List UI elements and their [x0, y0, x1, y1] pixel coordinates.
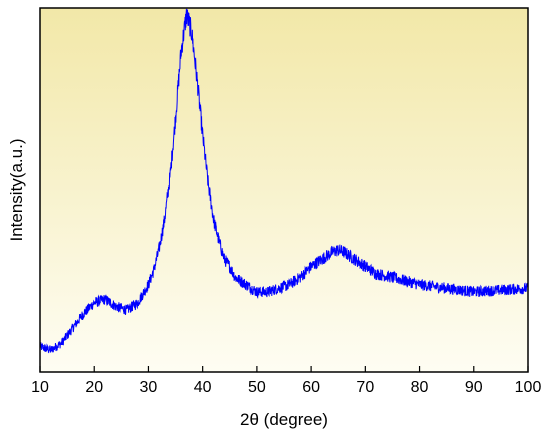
x-axis-ticks: 10 20 30 40 50 60 70 80 90 100 [31, 366, 541, 396]
x-tick-label: 10 [31, 379, 49, 396]
y-axis-label: Intensity(a.u.) [7, 139, 26, 242]
x-tick-label: 80 [411, 379, 429, 396]
x-tick-label: 50 [248, 379, 266, 396]
x-tick-label: 70 [356, 379, 374, 396]
x-tick-label: 40 [194, 379, 212, 396]
x-tick-label: 100 [515, 379, 542, 396]
plot-frame [39, 7, 529, 373]
x-tick-label: 20 [85, 379, 103, 396]
x-tick-label: 60 [302, 379, 320, 396]
series-line [39, 8, 529, 354]
x-axis-label: 2θ (degree) [240, 410, 328, 429]
x-tick-label: 30 [140, 379, 158, 396]
plot-background [40, 8, 528, 372]
x-tick-label: 90 [465, 379, 483, 396]
